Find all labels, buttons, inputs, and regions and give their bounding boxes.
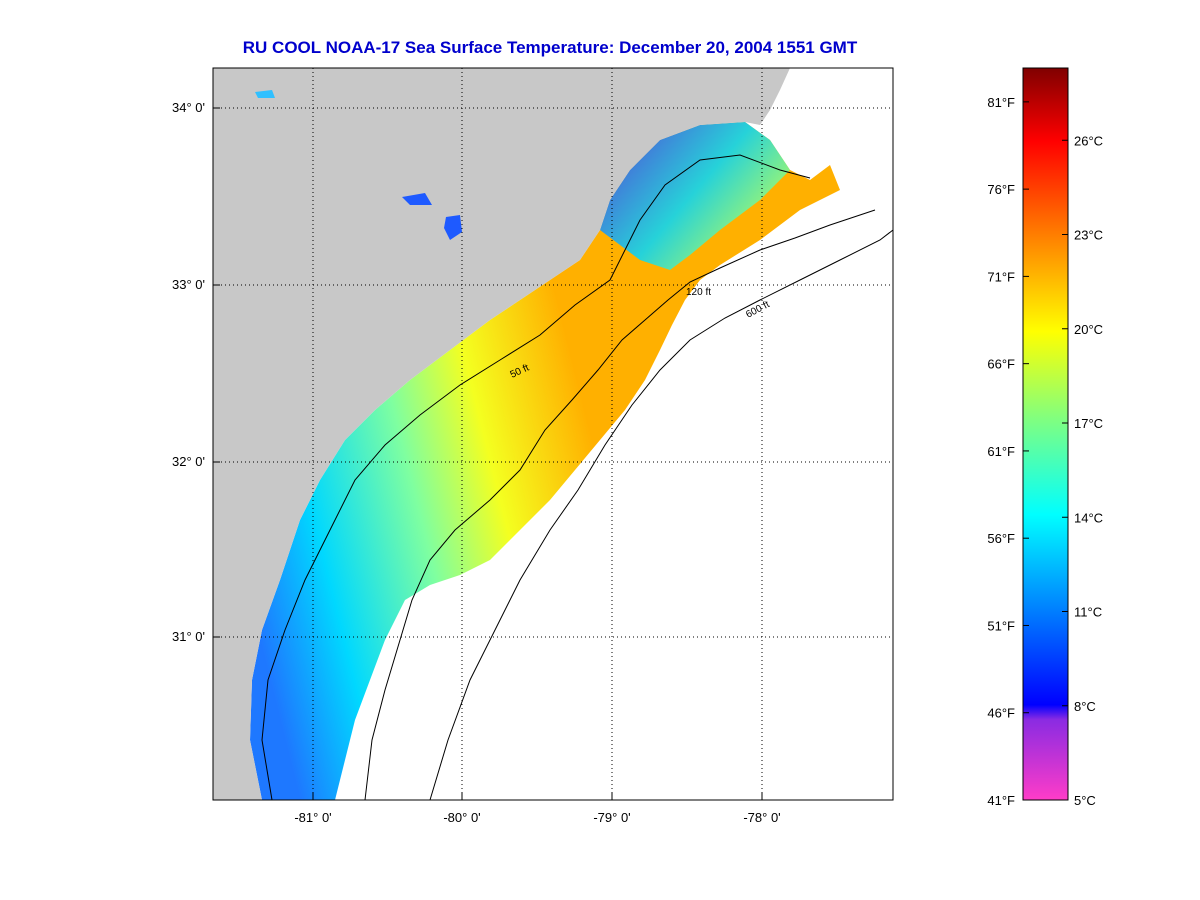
colorbar-fahrenheit-label: 56°F	[987, 531, 1015, 546]
contour-50ft	[261, 154, 811, 800]
colorbar-ticks: 5°C 8°C 11°C 14°C 17°C 20°C 23°C 26°C 41°F 46°F 51…	[987, 95, 1103, 808]
colorbar-celsius-label: 5°C	[1074, 793, 1096, 808]
contour-600ft	[429, 229, 893, 800]
y-tick-label: 32° 0'	[172, 454, 205, 469]
y-tick-label: 34° 0'	[172, 100, 205, 115]
colorbar-celsius-label: 17°C	[1074, 416, 1103, 431]
colorbar-fahrenheit-label: 46°F	[987, 706, 1015, 721]
colorbar-celsius-label: 26°C	[1074, 133, 1103, 148]
colorbar-celsius-label: 14°C	[1074, 510, 1103, 525]
colorbar-celsius-label: 23°C	[1074, 228, 1103, 243]
colorbar-fahrenheit-label: 51°F	[987, 618, 1015, 633]
colorbar	[1022, 67, 1069, 801]
x-tick-label: -79° 0'	[593, 810, 630, 825]
colorbar-fahrenheit-label: 81°F	[987, 95, 1015, 110]
x-tick-label: -80° 0'	[443, 810, 480, 825]
inland-lake	[402, 193, 432, 205]
colorbar-fahrenheit-label: 76°F	[987, 182, 1015, 197]
axis-ticks	[213, 107, 763, 800]
plot-frame	[212, 67, 894, 801]
y-tick-label: 33° 0'	[172, 277, 205, 292]
colorbar-celsius-label: 8°C	[1074, 699, 1096, 714]
contour-label-120ft: 120 ft	[686, 287, 711, 298]
colorbar-fahrenheit-label: 71°F	[987, 269, 1015, 284]
colorbar-fahrenheit-label: 66°F	[987, 357, 1015, 372]
colorbar-celsius-label: 20°C	[1074, 322, 1103, 337]
plot-area	[213, 68, 893, 800]
chart-title: RU COOL NOAA-17 Sea Surface Temperature:…	[243, 38, 858, 57]
inland-lake	[255, 90, 275, 98]
x-tick-label: -81° 0'	[294, 810, 331, 825]
sst-swath	[250, 122, 840, 800]
grid-lines	[213, 68, 893, 800]
x-tick-label: -78° 0'	[743, 810, 780, 825]
colorbar-fahrenheit-label: 41°F	[987, 793, 1015, 808]
colorbar-fahrenheit-label: 61°F	[987, 444, 1015, 459]
land-mass	[213, 68, 790, 800]
sst-swath-north	[600, 122, 790, 270]
isobath-contours	[261, 154, 893, 800]
y-tick-label: 31° 0'	[172, 629, 205, 644]
inland-lake	[444, 215, 462, 240]
colorbar-celsius-label: 11°C	[1074, 605, 1102, 620]
contour-120ft	[364, 209, 876, 800]
